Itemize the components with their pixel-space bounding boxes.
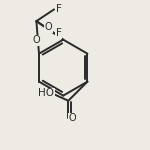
Text: F: F bbox=[56, 4, 61, 14]
Text: O: O bbox=[69, 113, 76, 123]
Text: HO: HO bbox=[38, 88, 54, 98]
Text: O: O bbox=[32, 35, 40, 45]
Text: O: O bbox=[45, 22, 52, 32]
Text: F: F bbox=[56, 28, 61, 38]
